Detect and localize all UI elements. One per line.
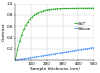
Silicon [15,60,16,61]
Silicon [86,48,87,49]
Silicon [81,49,82,50]
Silicon [61,52,62,53]
Line: Silicon: Silicon [15,47,95,61]
SiO² [93,8,95,9]
SiO² [86,8,87,9]
Silicon [15,60,16,61]
Legend: SiO², Silicon: SiO², Silicon [74,21,92,31]
SiO² [15,58,16,59]
SiO² [81,8,82,9]
SiO² [62,8,63,9]
Line: SiO²: SiO² [15,7,95,61]
Silicon [93,47,95,48]
SiO² [63,8,64,9]
SiO² [61,8,62,9]
Silicon [63,52,64,53]
SiO² [15,60,16,61]
Y-axis label: Contrast: Contrast [2,23,6,41]
X-axis label: Sample thickness (nm): Sample thickness (nm) [30,67,80,71]
Silicon [62,52,63,53]
